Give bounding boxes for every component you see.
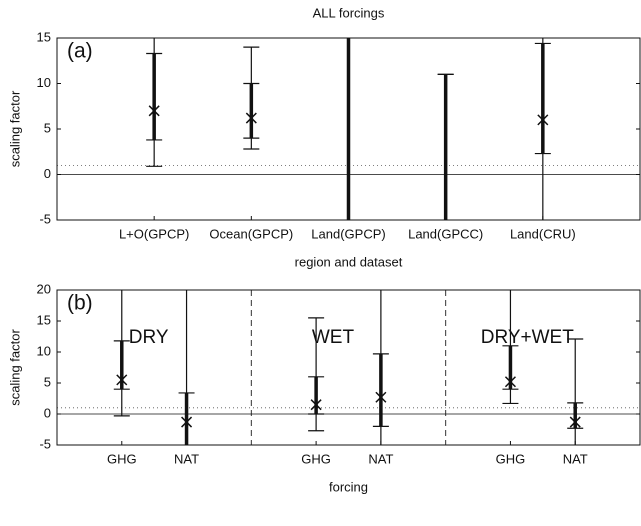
x-tick-label: Land(GPCP) bbox=[311, 226, 385, 241]
x-tick-label: NAT bbox=[563, 451, 588, 466]
group-label: WET bbox=[312, 327, 355, 348]
x-tick-label: NAT bbox=[368, 451, 393, 466]
best-estimate bbox=[181, 416, 193, 428]
best-estimate bbox=[310, 399, 322, 411]
x-tick-label: GHG bbox=[496, 451, 526, 466]
y-tick-label: 15 bbox=[37, 29, 51, 44]
x-tick-label: Land(CRU) bbox=[510, 226, 576, 241]
y-tick-label: -5 bbox=[39, 211, 51, 226]
y-tick-label: 10 bbox=[37, 75, 51, 90]
panel-label: (b) bbox=[67, 292, 93, 315]
best-estimate bbox=[569, 416, 581, 428]
x-tick-label: L+O(GPCP) bbox=[119, 226, 189, 241]
y-axis-label: scaling factor bbox=[7, 329, 22, 406]
y-tick-label: 15 bbox=[37, 312, 51, 327]
x-tick-label: GHG bbox=[107, 451, 137, 466]
x-tick-label: NAT bbox=[174, 451, 199, 466]
y-tick-label: -5 bbox=[39, 436, 51, 451]
y-tick-label: 10 bbox=[37, 343, 51, 358]
x-tick-label: GHG bbox=[301, 451, 331, 466]
group-label: DRY bbox=[129, 327, 169, 348]
group-label: DRY+WET bbox=[481, 327, 574, 348]
best-estimate bbox=[537, 114, 549, 126]
y-tick-label: 5 bbox=[44, 374, 51, 389]
x-tick-label: Land(GPCC) bbox=[408, 226, 483, 241]
chart-title: ALL forcings bbox=[313, 5, 385, 20]
x-tick-label: Ocean(GPCP) bbox=[209, 226, 293, 241]
y-tick-label: 0 bbox=[44, 166, 51, 181]
y-axis-label: scaling factor bbox=[7, 90, 22, 167]
best-estimate bbox=[375, 391, 387, 403]
y-tick-label: 0 bbox=[44, 405, 51, 420]
best-estimate bbox=[148, 105, 160, 117]
plot-frame bbox=[56, 37, 641, 221]
panel-label: (a) bbox=[67, 40, 93, 63]
x-axis-label: region and dataset bbox=[295, 254, 403, 269]
plot-frame bbox=[56, 289, 641, 446]
best-estimate bbox=[245, 112, 257, 124]
x-axis-label: forcing bbox=[329, 479, 368, 494]
best-estimate bbox=[116, 374, 128, 386]
best-estimate bbox=[504, 376, 516, 388]
y-tick-label: 20 bbox=[37, 281, 51, 296]
y-tick-label: 5 bbox=[44, 120, 51, 135]
